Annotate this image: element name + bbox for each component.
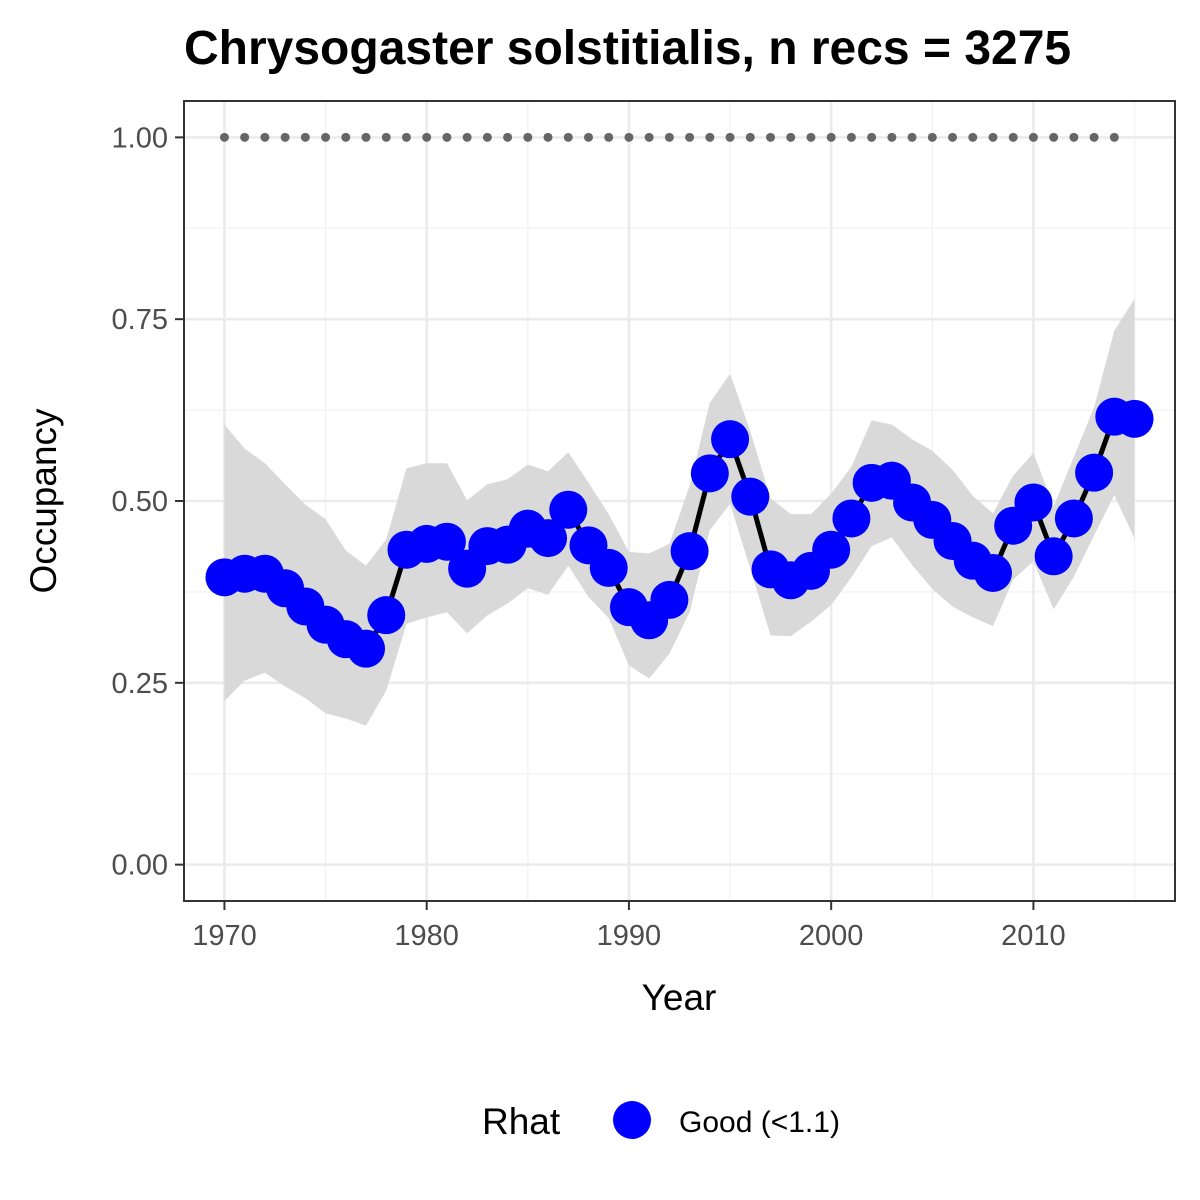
- reference-dot: [1069, 132, 1079, 142]
- legend: Rhat Good (<1.1): [482, 1101, 840, 1142]
- occupancy-point: [367, 596, 406, 635]
- occupancy-point: [1075, 453, 1114, 492]
- legend-label: Good (<1.1): [679, 1106, 840, 1139]
- reference-dot: [624, 132, 634, 142]
- legend-key-point: [613, 1101, 651, 1139]
- reference-dot: [1049, 132, 1059, 142]
- reference-dot: [219, 132, 229, 142]
- occupancy-point: [690, 454, 729, 493]
- x-tick-label: 1980: [394, 920, 459, 952]
- reference-dot: [321, 132, 331, 142]
- x-axis-ticks: 1970 1980 1990 2000 2010: [192, 901, 1066, 952]
- reference-dot: [563, 132, 573, 142]
- reference-dot: [442, 132, 452, 142]
- reference-dot: [927, 132, 937, 142]
- reference-dot: [745, 132, 755, 142]
- reference-dot: [1109, 132, 1119, 142]
- occupancy-point: [589, 548, 628, 587]
- y-axis-ticks: 0.00 0.25 0.50 0.75 1.00: [112, 122, 184, 882]
- reference-dot: [867, 132, 877, 142]
- reference-dot: [725, 132, 735, 142]
- x-tick-label: 1970: [192, 920, 257, 952]
- occupancy-point: [1014, 483, 1053, 522]
- reference-dot: [300, 132, 310, 142]
- x-tick-label: 2010: [1001, 920, 1066, 952]
- reference-dot: [240, 132, 250, 142]
- x-axis-title: Year: [642, 977, 717, 1018]
- reference-dot: [685, 132, 695, 142]
- reference-dot: [644, 132, 654, 142]
- occupancy-point: [812, 530, 851, 569]
- occupancy-point: [711, 420, 750, 459]
- x-tick-label: 2000: [799, 920, 864, 952]
- reference-dot: [280, 132, 290, 142]
- occupancy-point: [529, 519, 568, 558]
- reference-dot: [1089, 132, 1099, 142]
- reference-dot: [988, 132, 998, 142]
- credible-interval-ribbon: [224, 298, 1135, 726]
- y-tick-label: 0.25: [112, 668, 168, 700]
- occupancy-point: [1034, 537, 1073, 576]
- reference-dot: [341, 132, 351, 142]
- y-tick-label: 1.00: [112, 122, 168, 154]
- reference-dot: [462, 132, 472, 142]
- reference-dot: [361, 132, 371, 142]
- reference-dot: [482, 132, 492, 142]
- y-tick-label: 0.75: [112, 304, 168, 336]
- reference-dot: [786, 132, 796, 142]
- reference-dot: [381, 132, 391, 142]
- y-tick-label: 0.50: [112, 486, 168, 518]
- occupancy-point: [1054, 499, 1093, 538]
- reference-dot: [260, 132, 270, 142]
- occupancy-point: [347, 629, 386, 668]
- ribbon-layer: [224, 298, 1135, 726]
- occupancy-point: [549, 490, 588, 529]
- reference-dot: [846, 132, 856, 142]
- reference-dot: [806, 132, 816, 142]
- chart-title: Chrysogaster solstitialis, n recs = 3275: [184, 22, 1071, 75]
- occupancy-point: [1115, 399, 1154, 438]
- occupancy-point: [731, 477, 770, 516]
- reference-dot: [503, 132, 513, 142]
- reference-dot: [543, 132, 553, 142]
- reference-dots-layer: [219, 132, 1119, 142]
- reference-dot: [766, 132, 776, 142]
- reference-dot: [422, 132, 432, 142]
- reference-dot: [968, 132, 978, 142]
- reference-dot: [1008, 132, 1018, 142]
- reference-dot: [1028, 132, 1038, 142]
- reference-dot: [887, 132, 897, 142]
- reference-dot: [604, 132, 614, 142]
- points-layer: [205, 397, 1154, 668]
- x-tick-label: 1990: [597, 920, 662, 952]
- reference-dot: [948, 132, 958, 142]
- occupancy-point: [832, 499, 871, 538]
- occupancy-point: [650, 580, 689, 619]
- reference-dot: [523, 132, 533, 142]
- occupancy-point: [973, 554, 1012, 592]
- reference-dot: [705, 132, 715, 142]
- reference-dot: [401, 132, 411, 142]
- occupancy-point: [427, 522, 466, 561]
- reference-dot: [826, 132, 836, 142]
- legend-title: Rhat: [482, 1101, 561, 1142]
- y-tick-label: 0.00: [112, 850, 168, 882]
- occupancy-point: [670, 532, 709, 571]
- reference-dot: [664, 132, 674, 142]
- reference-dot: [907, 132, 917, 142]
- reference-dot: [583, 132, 593, 142]
- y-axis-title: Occupancy: [23, 408, 64, 594]
